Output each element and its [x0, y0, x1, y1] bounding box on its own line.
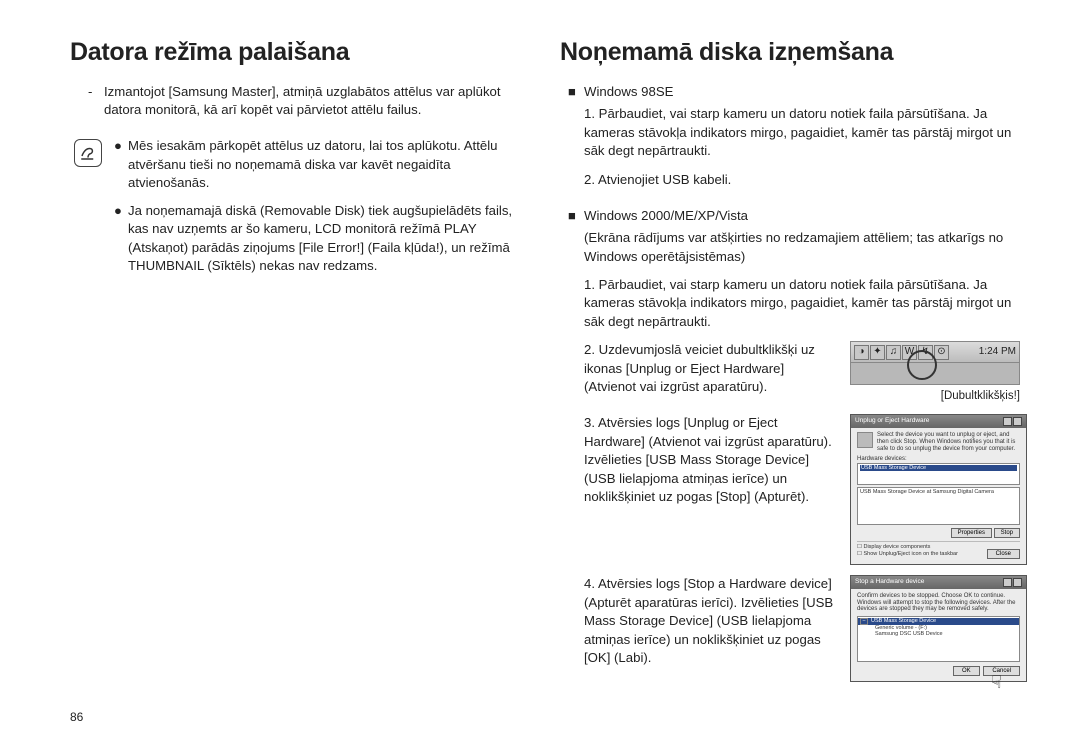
dash-bullet: - — [88, 83, 104, 119]
note-bullets: ● Mēs iesakām pārkopēt attēlus uz datoru… — [114, 137, 530, 285]
dialog1-stop-button[interactable]: Stop — [994, 528, 1020, 538]
highlight-circle — [907, 350, 937, 380]
square-bullet: ■ — [568, 207, 584, 225]
intro-text: Izmantojot [Samsung Master], atmiņā uzgl… — [104, 83, 530, 119]
dialog2-device-list: –USB Mass Storage Device Generic volume … — [857, 616, 1020, 662]
intro-paragraph: - Izmantojot [Samsung Master], atmiņā uz… — [70, 83, 530, 119]
dialog2-item1: –USB Mass Storage Device — [858, 618, 1019, 625]
winxp-steps: 1. Pārbaudiet, vai starp kameru un dator… — [560, 276, 1020, 682]
winxp-step1: 1. Pārbaudiet, vai starp kameru un dator… — [584, 276, 1020, 331]
dialog-unplug-eject: Unplug or Eject Hardware Select the devi… — [850, 414, 1027, 565]
note2-text: Ja noņemamajā diskā (Removable Disk) tie… — [128, 202, 530, 275]
note1-text: Mēs iesakām pārkopēt attēlus uz datoru, … — [128, 137, 530, 192]
winxp-step2: 2. Uzdevumjoslā veiciet dubultklikšķi uz… — [584, 341, 1020, 404]
dialog1-hint: Select the device you want to unplug or … — [877, 432, 1020, 452]
dialog1-hw-label: Hardware devices: — [857, 456, 1020, 463]
dialog1-title-bar: Unplug or Eject Hardware — [851, 415, 1026, 428]
winxp-heading: ■ Windows 2000/ME/XP/Vista — [560, 207, 1020, 225]
winxp-subnote: (Ekrāna rādījums var atšķirties no redza… — [560, 229, 1020, 265]
dialog1-device-row: USB Mass Storage Device — [860, 465, 1017, 471]
dialog1-window-buttons — [1003, 417, 1022, 426]
dialog2-title-bar: Stop a Hardware device — [851, 576, 1026, 589]
dialog1-device-list: USB Mass Storage Device — [857, 463, 1020, 485]
note-bullet-1: ● Mēs iesakām pārkopēt attēlus uz datoru… — [114, 137, 530, 192]
left-column: Datora režīma palaišana - Izmantojot [Sa… — [70, 38, 530, 692]
winxp-step4: 4. Atvērsies logs [Stop a Hardware devic… — [584, 575, 1020, 682]
win98-step1: 1. Pārbaudiet, vai starp kameru un dator… — [584, 105, 1020, 160]
dialog1-properties-button[interactable]: Properties — [951, 528, 992, 538]
taskbar-screenshot: ◑✦♫W↯⊙ 1:24 PM — [850, 341, 1020, 385]
win98-heading: ■ Windows 98SE — [560, 83, 1020, 101]
cursor-icon: ☟ — [991, 673, 1002, 693]
right-column: Noņemamā diska izņemšana ■ Windows 98SE … — [560, 38, 1020, 692]
square-bullet: ■ — [568, 83, 584, 101]
dialog1-checkbox2: Show Unplug/Eject icon on the taskbar — [857, 551, 958, 559]
right-heading: Noņemamā diska izņemšana — [560, 38, 1020, 67]
note-box: ● Mēs iesakām pārkopēt attēlus uz datoru… — [70, 137, 530, 285]
dialog1-desc-box: USB Mass Storage Device at Samsung Digit… — [857, 487, 1020, 525]
dialog1-close-button[interactable]: Close — [987, 549, 1020, 559]
dialog2-window-buttons — [1003, 578, 1022, 587]
dialog2-item3: Samsung DSC USB Device — [858, 631, 1019, 637]
dialog1-icon — [857, 432, 873, 448]
page-number: 86 — [70, 710, 83, 724]
note-icon — [74, 139, 102, 167]
dialog2-ok-button[interactable]: OK — [953, 666, 980, 676]
winxp-head-text: Windows 2000/ME/XP/Vista — [584, 207, 748, 225]
bullet-dot: ● — [114, 137, 128, 192]
dialog1-hint-row: Select the device you want to unplug or … — [857, 432, 1020, 452]
dialog2-title: Stop a Hardware device — [855, 578, 924, 587]
taskbar-caption: [Dubultklikšķis!] — [850, 388, 1020, 404]
win98-head-text: Windows 98SE — [584, 83, 673, 101]
dialog-stop-hardware: Stop a Hardware device Confirm devices t… — [850, 575, 1027, 682]
bullet-dot: ● — [114, 202, 128, 275]
left-heading: Datora režīma palaišana — [70, 38, 530, 67]
note-bullet-2: ● Ja noņemamajā diskā (Removable Disk) t… — [114, 202, 530, 275]
dialog1-title: Unplug or Eject Hardware — [855, 417, 929, 426]
tray-time: 1:24 PM — [979, 345, 1016, 359]
win98-steps: 1. Pārbaudiet, vai starp kameru un dator… — [560, 105, 1020, 189]
winxp-step3: 3. Atvērsies logs [Unplug or Eject Hardw… — [584, 414, 1020, 565]
dialog2-hint: Confirm devices to be stopped. Choose OK… — [857, 593, 1020, 613]
win98-step2: 2. Atvienojiet USB kabeli. — [584, 171, 1020, 189]
